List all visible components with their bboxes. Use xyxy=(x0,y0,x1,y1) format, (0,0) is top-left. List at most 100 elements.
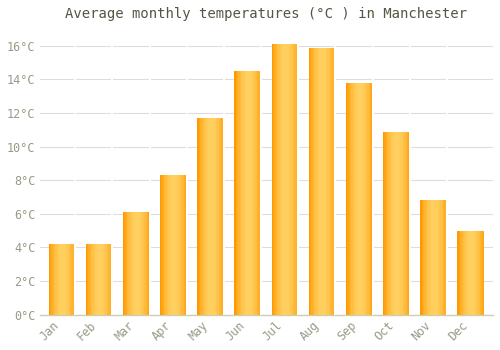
Bar xyxy=(479,231,480,315)
Bar xyxy=(462,231,464,315)
Bar xyxy=(214,118,216,315)
Bar xyxy=(432,200,434,315)
Bar xyxy=(162,175,164,315)
Bar xyxy=(280,44,281,315)
Bar xyxy=(290,44,292,315)
Bar xyxy=(407,132,408,315)
Bar xyxy=(330,48,332,315)
Bar xyxy=(257,71,258,315)
Bar xyxy=(442,200,443,315)
Bar xyxy=(391,132,392,315)
Bar xyxy=(470,231,471,315)
Bar xyxy=(428,200,430,315)
Bar xyxy=(446,200,447,315)
Bar xyxy=(394,132,395,315)
Bar xyxy=(328,48,329,315)
Bar xyxy=(222,118,224,315)
Bar xyxy=(316,48,318,315)
Bar xyxy=(64,244,66,315)
Bar xyxy=(240,71,241,315)
Bar xyxy=(142,212,143,315)
Bar xyxy=(478,231,479,315)
Bar xyxy=(286,44,288,315)
Bar xyxy=(205,118,206,315)
Bar xyxy=(204,118,205,315)
Bar xyxy=(474,231,475,315)
Bar xyxy=(99,244,100,315)
Bar xyxy=(272,44,273,315)
Bar xyxy=(208,118,209,315)
Bar xyxy=(322,48,324,315)
Bar xyxy=(426,200,427,315)
Bar xyxy=(282,44,284,315)
Bar xyxy=(183,175,184,315)
Bar xyxy=(403,132,404,315)
Bar xyxy=(400,132,402,315)
Bar xyxy=(147,212,148,315)
Bar xyxy=(111,244,112,315)
Bar xyxy=(460,231,462,315)
Bar xyxy=(134,212,135,315)
Bar xyxy=(234,71,236,315)
Bar xyxy=(404,132,406,315)
Bar xyxy=(201,118,202,315)
Bar xyxy=(249,71,250,315)
Bar xyxy=(140,212,141,315)
Bar xyxy=(277,44,278,315)
Bar xyxy=(476,231,478,315)
Bar xyxy=(94,244,95,315)
Bar xyxy=(483,231,484,315)
Bar xyxy=(468,231,469,315)
Bar xyxy=(293,44,294,315)
Bar xyxy=(220,118,222,315)
Bar xyxy=(324,48,325,315)
Bar xyxy=(253,71,254,315)
Bar xyxy=(51,244,52,315)
Bar xyxy=(458,231,460,315)
Bar xyxy=(92,244,94,315)
Bar xyxy=(350,83,351,315)
Bar xyxy=(383,132,384,315)
Bar xyxy=(91,244,92,315)
Bar xyxy=(87,244,88,315)
Bar xyxy=(144,212,146,315)
Bar xyxy=(434,200,435,315)
Bar xyxy=(182,175,183,315)
Bar xyxy=(246,71,248,315)
Bar xyxy=(284,44,285,315)
Bar xyxy=(326,48,328,315)
Bar xyxy=(334,48,336,315)
Bar xyxy=(436,200,438,315)
Bar xyxy=(438,200,439,315)
Bar xyxy=(258,71,260,315)
Bar xyxy=(132,212,134,315)
Bar xyxy=(360,83,362,315)
Bar xyxy=(236,71,237,315)
Bar xyxy=(128,212,130,315)
Bar xyxy=(135,212,136,315)
Bar xyxy=(218,118,220,315)
Bar xyxy=(102,244,103,315)
Bar xyxy=(241,71,242,315)
Bar xyxy=(110,244,111,315)
Bar xyxy=(408,132,410,315)
Bar xyxy=(443,200,444,315)
Bar xyxy=(139,212,140,315)
Bar xyxy=(212,118,214,315)
Bar xyxy=(430,200,431,315)
Bar xyxy=(206,118,208,315)
Bar xyxy=(66,244,68,315)
Bar xyxy=(406,132,407,315)
Bar xyxy=(354,83,355,315)
Bar xyxy=(310,48,312,315)
Bar xyxy=(68,244,70,315)
Bar xyxy=(248,71,249,315)
Bar xyxy=(387,132,388,315)
Bar xyxy=(72,244,74,315)
Bar xyxy=(143,212,144,315)
Bar xyxy=(148,212,150,315)
Bar xyxy=(254,71,256,315)
Bar xyxy=(466,231,468,315)
Bar xyxy=(200,118,201,315)
Bar xyxy=(471,231,472,315)
